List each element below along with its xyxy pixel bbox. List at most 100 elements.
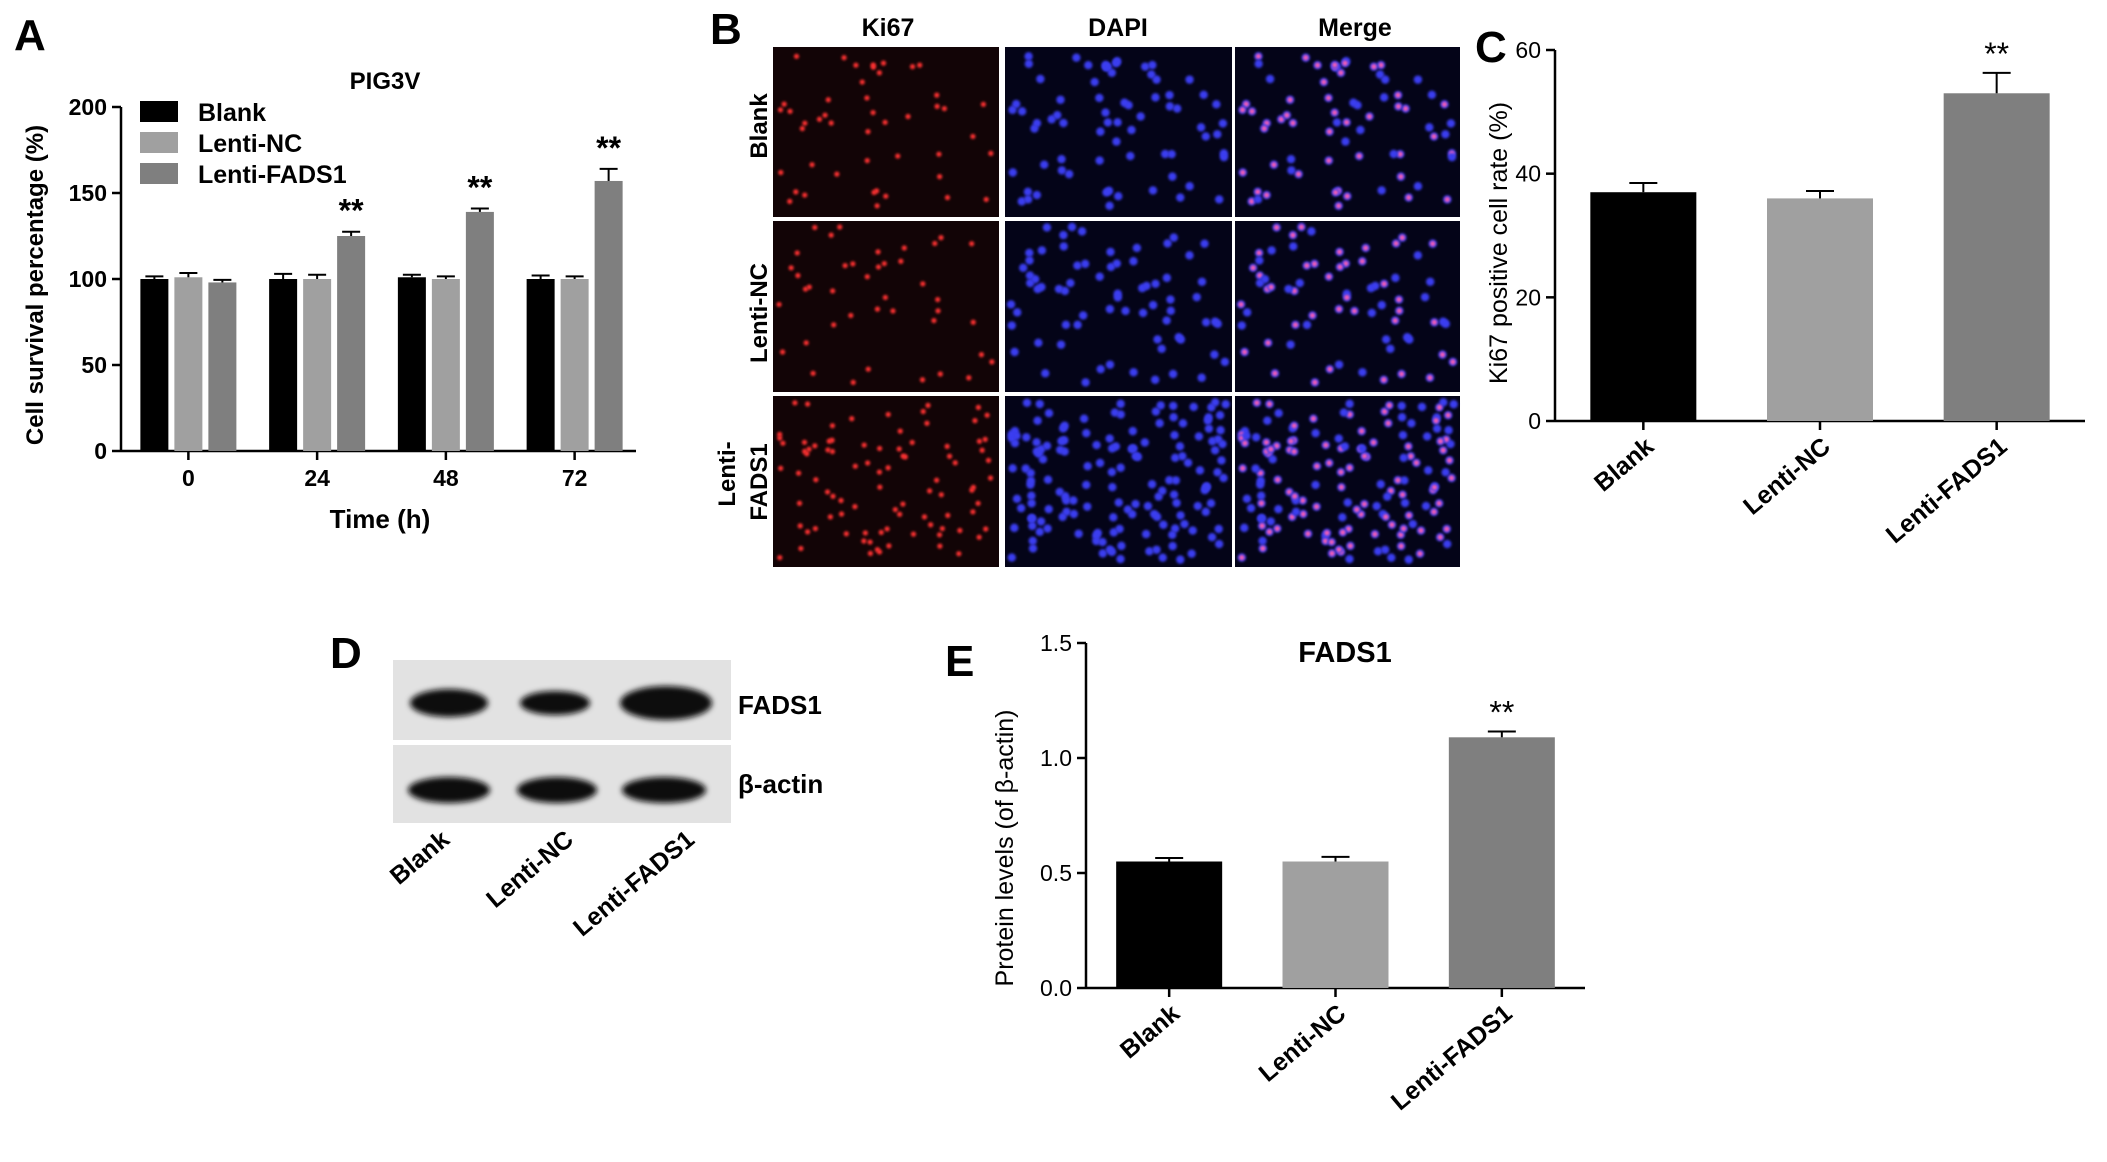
cell-nucleus bbox=[1155, 419, 1164, 428]
cell-nucleus bbox=[1332, 109, 1338, 116]
cell-nucleus bbox=[1287, 166, 1296, 175]
cell-nucleus bbox=[935, 296, 941, 303]
cell-nucleus bbox=[983, 196, 989, 203]
cell-nucleus bbox=[1201, 132, 1211, 141]
cell-nucleus bbox=[1326, 157, 1332, 164]
cell-nucleus bbox=[1396, 296, 1402, 303]
cell-nucleus bbox=[1037, 282, 1046, 292]
cell-nucleus bbox=[1381, 281, 1387, 287]
cell-nucleus bbox=[1108, 482, 1117, 492]
cell-nucleus bbox=[1167, 149, 1176, 159]
cell-nucleus bbox=[1380, 75, 1390, 84]
cell-nucleus bbox=[1042, 223, 1052, 232]
cell-nucleus bbox=[848, 312, 854, 319]
cell-nucleus bbox=[1010, 439, 1020, 448]
cell-nucleus bbox=[1313, 504, 1320, 510]
cell-nucleus bbox=[1303, 55, 1309, 61]
cell-nucleus bbox=[1258, 536, 1267, 546]
cell-nucleus bbox=[829, 423, 836, 429]
cell-nucleus bbox=[875, 264, 882, 270]
cell-nucleus bbox=[1426, 277, 1435, 286]
cell-nucleus bbox=[1219, 152, 1229, 162]
cell-nucleus bbox=[1393, 240, 1399, 247]
cell-nucleus bbox=[1145, 547, 1154, 556]
cell-nucleus bbox=[1274, 409, 1283, 418]
cell-nucleus bbox=[1017, 107, 1027, 116]
cell-nucleus bbox=[1334, 360, 1344, 369]
cell-nucleus bbox=[776, 301, 782, 308]
cell-nucleus bbox=[1268, 446, 1274, 452]
cell-nucleus bbox=[1148, 186, 1158, 195]
cell-nucleus bbox=[884, 526, 890, 532]
cell-nucleus bbox=[1056, 340, 1066, 349]
cell-nucleus bbox=[1257, 470, 1264, 476]
cell-nucleus bbox=[938, 492, 944, 498]
cell-nucleus bbox=[970, 484, 977, 490]
chart-a-bar-lenti-nc bbox=[174, 277, 203, 451]
chart-a-bar-blank bbox=[397, 277, 426, 451]
cell-nucleus bbox=[1391, 273, 1400, 283]
cell-nucleus bbox=[1116, 554, 1125, 564]
cell-nucleus bbox=[803, 340, 809, 346]
cell-nucleus bbox=[1448, 475, 1455, 481]
chart-a-bar-blank bbox=[526, 279, 555, 451]
panel-d-western-blot: FADS1 β-actin Blank Lenti-NC Lenti-FADS1 bbox=[385, 660, 823, 942]
chart-a-bar-lenti-nc bbox=[431, 279, 460, 451]
cell-nucleus bbox=[957, 527, 963, 534]
cell-nucleus bbox=[1449, 400, 1458, 409]
cell-nucleus bbox=[1422, 432, 1432, 441]
cell-nucleus bbox=[865, 129, 871, 135]
micrograph-lenti-fads1-dapi bbox=[1005, 396, 1232, 567]
cell-nucleus bbox=[1289, 242, 1298, 251]
cell-nucleus bbox=[1304, 262, 1310, 269]
cell-nucleus bbox=[1031, 274, 1040, 284]
cell-nucleus bbox=[1062, 507, 1071, 516]
cell-nucleus bbox=[1267, 246, 1276, 255]
cell-nucleus bbox=[1344, 193, 1350, 199]
cell-nucleus bbox=[946, 453, 953, 459]
cell-nucleus bbox=[910, 531, 917, 537]
cell-nucleus bbox=[777, 435, 783, 441]
cell-nucleus bbox=[1032, 438, 1041, 447]
cell-nucleus bbox=[1314, 62, 1321, 68]
cell-nucleus bbox=[1399, 453, 1408, 462]
cell-nucleus bbox=[1169, 413, 1178, 422]
cell-nucleus bbox=[1028, 521, 1037, 531]
cell-nucleus bbox=[1212, 100, 1221, 109]
cell-nucleus bbox=[1148, 60, 1157, 70]
cell-nucleus bbox=[1250, 265, 1256, 271]
cell-nucleus bbox=[1057, 154, 1066, 164]
cell-nucleus bbox=[781, 101, 787, 107]
chart-a-bar-lenti-fads1 bbox=[465, 211, 494, 451]
cell-nucleus bbox=[1417, 402, 1427, 412]
cell-nucleus bbox=[1095, 93, 1104, 103]
cell-nucleus bbox=[1302, 320, 1312, 330]
cell-nucleus bbox=[1336, 249, 1343, 255]
cell-nucleus bbox=[1430, 241, 1436, 247]
chart-e-title: FADS1 bbox=[1298, 637, 1391, 669]
cell-nucleus bbox=[793, 189, 799, 195]
column-label-merge: Merge bbox=[1318, 14, 1392, 42]
cell-nucleus bbox=[1341, 137, 1350, 146]
cell-nucleus bbox=[934, 92, 940, 98]
cell-nucleus bbox=[970, 133, 976, 140]
chart-a-y-tick-label: 150 bbox=[69, 180, 107, 206]
cell-nucleus bbox=[1196, 123, 1206, 132]
cell-nucleus bbox=[1349, 98, 1358, 107]
cell-nucleus bbox=[816, 116, 823, 122]
cell-nucleus bbox=[938, 235, 944, 241]
cell-nucleus bbox=[1010, 523, 1019, 533]
cell-nucleus bbox=[1060, 447, 1069, 456]
cell-nucleus bbox=[1172, 104, 1182, 113]
chart-c-x-tick-label: Blank bbox=[1589, 432, 1659, 497]
cell-nucleus bbox=[1160, 149, 1170, 159]
band-fads1-lenti-fads1 bbox=[620, 686, 712, 720]
cell-nucleus bbox=[1381, 335, 1391, 344]
cell-nucleus bbox=[1101, 108, 1110, 117]
cell-nucleus bbox=[1266, 529, 1273, 535]
cell-nucleus bbox=[1074, 529, 1083, 538]
chart-a-x-tick-label: 24 bbox=[304, 465, 330, 491]
cell-nucleus bbox=[1263, 416, 1272, 425]
cell-nucleus bbox=[917, 62, 923, 68]
cell-nucleus bbox=[1207, 403, 1216, 412]
